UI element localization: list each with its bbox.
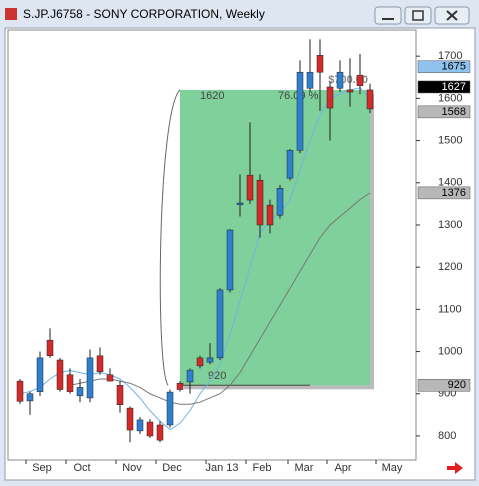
price-marker [417, 105, 471, 119]
y-tick-label: 1600 [438, 92, 462, 104]
price-marker-label: 920 [448, 379, 466, 391]
x-tick-label: Oct [73, 462, 90, 474]
candle-body [186, 369, 194, 383]
candle-body [16, 380, 24, 402]
price-marker [417, 379, 471, 392]
candle-body [116, 385, 124, 405]
candle-body [206, 357, 214, 363]
candle-body [356, 74, 364, 86]
maximize-button[interactable] [404, 6, 432, 25]
candle-body [226, 229, 234, 291]
measure-high-label: 1620 [200, 90, 224, 102]
candle-body [196, 357, 204, 367]
candle-body [326, 86, 334, 109]
candle-body [166, 391, 174, 426]
x-tick-label: May [382, 462, 403, 474]
scroll-arrow[interactable] [447, 462, 463, 474]
candle-body [296, 71, 304, 151]
app-icon [5, 8, 17, 20]
price-marker-label: 1675 [442, 61, 466, 73]
window-buttons[interactable] [374, 6, 470, 25]
x-tick-label: Feb [253, 462, 272, 474]
y-tick-label: 1700 [438, 50, 462, 62]
candle-body [146, 421, 154, 437]
price-marker-label: 1627 [442, 81, 466, 93]
y-tick-label: 1400 [438, 177, 462, 189]
candle-body [66, 374, 74, 392]
candle-body [366, 89, 374, 110]
candle-body [156, 424, 164, 441]
candle-body [76, 387, 84, 397]
price-marker [417, 80, 471, 94]
candle-body [96, 355, 104, 373]
maximize-icon [412, 10, 424, 21]
x-tick-label: Jan 13 [205, 462, 238, 474]
candle-body [256, 179, 264, 226]
candle-body [216, 289, 224, 359]
close-icon [446, 10, 458, 21]
candle-body [276, 187, 284, 216]
candle-body [346, 89, 354, 93]
measure-curve [159, 89, 181, 386]
measure-low-label: 920 [208, 370, 226, 382]
moving-average [19, 87, 371, 431]
x-tick-label: Apr [334, 462, 351, 474]
candle-body [286, 150, 294, 179]
x-tick-label: Mar [295, 462, 314, 474]
measure-box [180, 89, 370, 386]
y-tick-label: 1000 [438, 345, 462, 357]
candle-body [46, 339, 54, 357]
x-tick-label: Dec [162, 462, 182, 474]
price-marker [417, 60, 471, 73]
candle-body [316, 55, 324, 73]
candle-body [246, 174, 254, 201]
candle-body [176, 382, 184, 390]
price-marker-label: 1376 [442, 187, 466, 199]
candle-body [336, 71, 344, 89]
y-tick-label: 1300 [438, 219, 462, 231]
y-tick-label: 1200 [438, 261, 462, 273]
plot: 1620 76.09 %$700.009208009001000110012001… [16, 39, 471, 474]
price-marker [417, 186, 471, 200]
candle-body [106, 374, 114, 382]
window-title: S.JP.J6758 - SONY CORPORATION, Weekly [23, 7, 265, 21]
minimize-button[interactable] [374, 6, 402, 25]
x-tick-label: Sep [32, 462, 52, 474]
moving-average [69, 192, 371, 405]
candle-body [36, 357, 44, 392]
y-tick-label: 1100 [438, 303, 462, 315]
candle-body [236, 202, 244, 205]
y-tick-label: 1500 [438, 134, 462, 146]
candle-body [266, 204, 274, 226]
candle-body [306, 71, 314, 89]
candle-body [126, 407, 134, 431]
candle-body [86, 357, 94, 399]
price-marker-label: 1568 [442, 106, 466, 118]
y-tick-label: 800 [438, 430, 456, 442]
x-tick-label: Nov [122, 462, 142, 474]
candle-body [136, 419, 144, 432]
candle-body [26, 393, 34, 402]
candle-body [56, 359, 64, 390]
